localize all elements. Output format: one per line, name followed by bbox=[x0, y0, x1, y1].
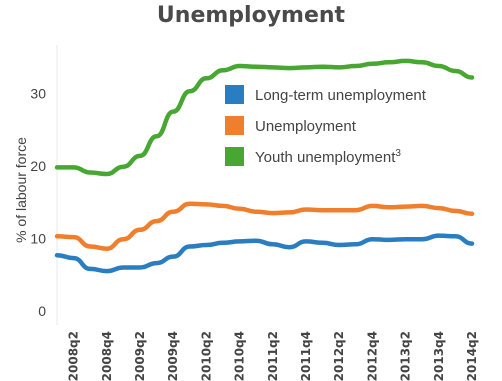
series-line-3 bbox=[54, 58, 475, 177]
x-tick-label: 2014q2 bbox=[465, 331, 479, 381]
legend-swatch-2 bbox=[225, 116, 244, 135]
x-tick-label: 2013q4 bbox=[432, 331, 446, 381]
legend-label-3: Youth unemployment3 bbox=[255, 148, 401, 166]
x-tick-label: 2011q2 bbox=[266, 331, 280, 381]
series-line-2 bbox=[54, 201, 475, 251]
x-tick-label: 2012q4 bbox=[365, 331, 379, 381]
y-axis-label: % of labour force bbox=[13, 137, 29, 243]
y-tick-label: 10 bbox=[30, 231, 46, 247]
x-tick-label: 2011q4 bbox=[299, 331, 313, 381]
y-ticks: 0 10 20 30 bbox=[30, 86, 46, 320]
legend-swatch-1 bbox=[225, 85, 244, 104]
x-ticks: 2008q2 2008q4 2009q2 2009q4 2010q2 2010q4 2011… bbox=[67, 331, 479, 381]
x-tick-label: 2008q2 bbox=[67, 331, 81, 381]
x-tick-label: 2012q2 bbox=[332, 331, 346, 381]
legend-label-2: Unemployment bbox=[255, 118, 357, 135]
legend: Long-term unemployment Unemployment Youth … bbox=[225, 85, 427, 166]
x-tick-label: 2010q4 bbox=[233, 331, 247, 381]
x-tick-label: 2010q2 bbox=[199, 331, 213, 381]
y-tick-label: 0 bbox=[38, 303, 46, 319]
series-line-1 bbox=[54, 233, 475, 274]
legend-label-1: Long-term unemployment bbox=[255, 87, 427, 104]
y-tick-label: 30 bbox=[30, 86, 46, 102]
x-tick-label: 2009q4 bbox=[166, 331, 180, 381]
legend-swatch-3 bbox=[225, 147, 244, 166]
y-tick-label: 20 bbox=[30, 158, 46, 174]
chart-title: Unemployment bbox=[156, 3, 346, 28]
series-lines bbox=[54, 58, 475, 274]
y-axis-label-group: % of labour force bbox=[13, 137, 29, 243]
x-tick-label: 2008q4 bbox=[100, 331, 114, 381]
x-tick-label: 2009q2 bbox=[133, 331, 147, 381]
x-tick-label: 2013q2 bbox=[399, 331, 413, 381]
